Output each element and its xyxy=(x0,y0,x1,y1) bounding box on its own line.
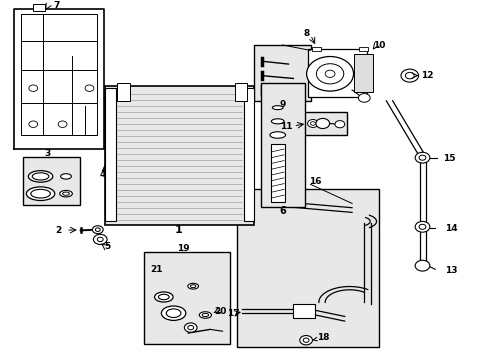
Text: 19: 19 xyxy=(177,244,189,253)
Text: 12: 12 xyxy=(421,71,433,80)
Circle shape xyxy=(58,121,67,127)
Circle shape xyxy=(316,64,343,84)
Bar xyxy=(270,144,284,202)
Circle shape xyxy=(310,122,315,125)
Text: 16: 16 xyxy=(308,177,321,186)
Bar xyxy=(290,112,346,135)
Ellipse shape xyxy=(32,173,49,180)
Ellipse shape xyxy=(190,285,195,288)
Bar xyxy=(260,83,304,207)
Text: 11: 11 xyxy=(279,122,292,131)
Circle shape xyxy=(418,224,425,229)
Text: 18: 18 xyxy=(313,333,329,342)
Bar xyxy=(234,83,246,101)
Circle shape xyxy=(405,72,413,79)
Ellipse shape xyxy=(272,106,283,109)
Circle shape xyxy=(97,237,103,242)
Circle shape xyxy=(303,338,308,342)
Ellipse shape xyxy=(28,171,53,182)
Circle shape xyxy=(92,226,103,234)
Text: 4: 4 xyxy=(99,170,106,179)
Text: 3: 3 xyxy=(45,149,51,158)
Ellipse shape xyxy=(199,312,211,318)
Bar xyxy=(33,4,45,11)
Circle shape xyxy=(299,336,312,345)
Text: 6: 6 xyxy=(279,206,285,216)
Text: 21: 21 xyxy=(150,266,163,274)
Ellipse shape xyxy=(271,119,284,124)
Circle shape xyxy=(306,57,353,91)
Ellipse shape xyxy=(31,189,50,198)
Text: 9: 9 xyxy=(279,100,285,109)
Ellipse shape xyxy=(166,309,181,318)
Bar xyxy=(23,157,80,205)
Circle shape xyxy=(315,118,329,129)
Bar xyxy=(353,54,372,92)
Bar xyxy=(237,189,378,347)
Circle shape xyxy=(414,260,429,271)
Ellipse shape xyxy=(187,283,198,289)
Circle shape xyxy=(358,94,369,102)
Text: 2: 2 xyxy=(56,226,61,235)
Ellipse shape xyxy=(61,174,71,179)
Circle shape xyxy=(414,152,429,163)
Bar xyxy=(144,252,229,344)
Circle shape xyxy=(184,323,197,332)
Ellipse shape xyxy=(202,313,208,317)
Bar xyxy=(117,83,129,101)
Bar xyxy=(254,45,310,101)
Text: 13: 13 xyxy=(444,266,457,275)
Bar xyxy=(105,88,116,221)
Ellipse shape xyxy=(161,306,185,320)
Circle shape xyxy=(187,325,193,330)
Circle shape xyxy=(334,121,344,128)
Ellipse shape xyxy=(60,190,72,197)
Circle shape xyxy=(85,85,94,91)
Text: 5: 5 xyxy=(104,242,110,251)
Circle shape xyxy=(325,70,334,77)
Circle shape xyxy=(93,234,107,244)
Ellipse shape xyxy=(154,292,173,302)
Bar xyxy=(307,49,366,97)
Bar xyxy=(359,47,367,51)
Bar xyxy=(311,47,320,51)
Bar xyxy=(243,88,254,221)
Text: 7: 7 xyxy=(53,1,60,10)
Circle shape xyxy=(29,121,38,127)
Circle shape xyxy=(95,228,100,231)
Ellipse shape xyxy=(26,187,55,201)
Circle shape xyxy=(414,221,429,232)
Text: 20: 20 xyxy=(213,307,226,316)
Ellipse shape xyxy=(62,192,69,195)
Text: 10: 10 xyxy=(372,40,385,49)
Ellipse shape xyxy=(158,294,169,300)
Text: 15: 15 xyxy=(442,154,454,163)
Circle shape xyxy=(29,85,38,91)
Ellipse shape xyxy=(269,132,285,138)
Circle shape xyxy=(307,120,318,127)
Circle shape xyxy=(400,69,418,82)
Bar xyxy=(293,304,315,318)
Text: 14: 14 xyxy=(444,224,457,233)
Bar xyxy=(105,86,254,225)
Text: 8: 8 xyxy=(304,29,309,37)
Circle shape xyxy=(418,155,425,160)
Text: 17: 17 xyxy=(227,309,240,318)
Text: 1: 1 xyxy=(174,225,182,235)
